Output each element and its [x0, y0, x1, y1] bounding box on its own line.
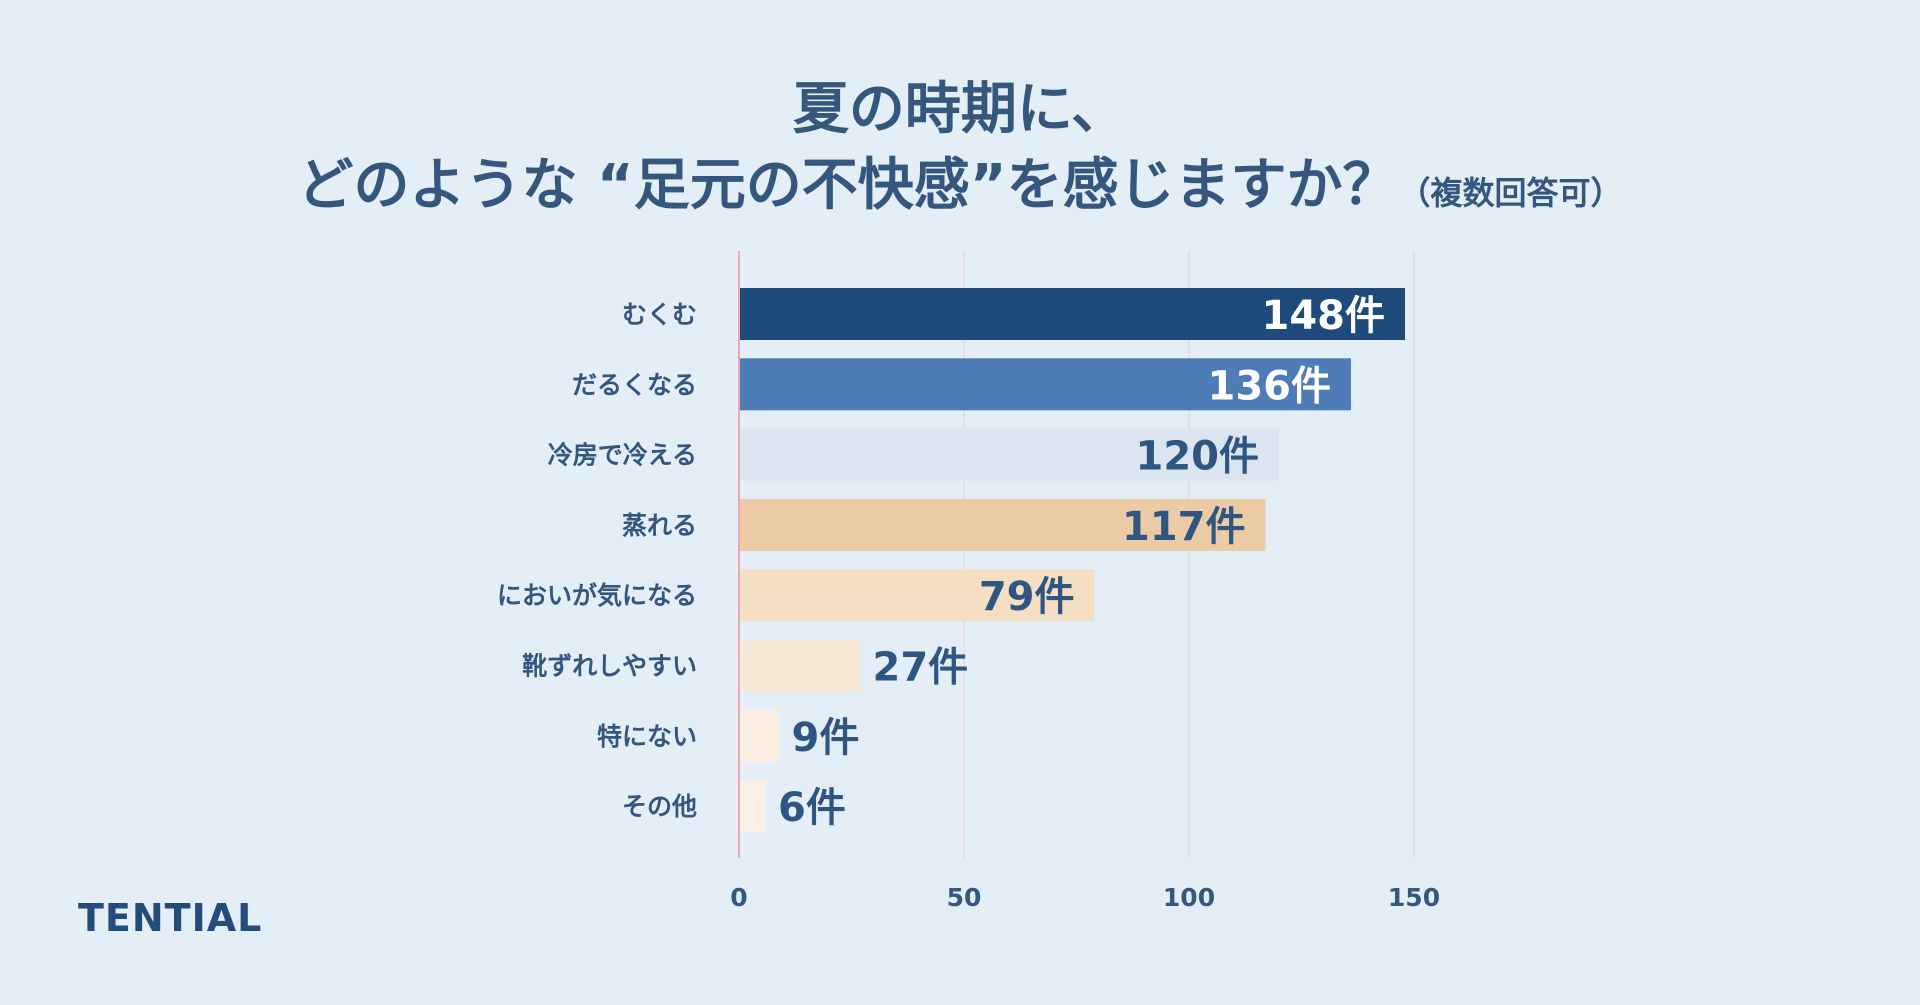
category-label: むくむ	[622, 300, 697, 329]
x-tick-label: 100	[1163, 883, 1215, 912]
title-line-2-main: どのような “足元の不快感”を感じますか？	[297, 153, 1399, 218]
x-tick-label: 0	[730, 883, 747, 912]
data-label: 136件	[1208, 363, 1332, 409]
data-label: 9件	[792, 715, 860, 761]
bar	[739, 780, 766, 833]
title-line-1: 夏の時期に、	[792, 77, 1128, 142]
brand-logo: TENTIAL	[78, 896, 263, 940]
data-label: 27件	[873, 645, 969, 691]
data-label: 79件	[979, 574, 1075, 620]
bar	[739, 358, 1351, 411]
data-label: 6件	[778, 785, 846, 831]
title-suffix: （複数回答可）	[1398, 174, 1623, 212]
category-label: 靴ずれしやすい	[522, 652, 697, 681]
data-label: 117件	[1122, 504, 1246, 550]
bar	[739, 569, 1095, 622]
bar	[739, 428, 1279, 481]
category-label: 特にない	[597, 722, 697, 751]
category-label: 冷房で冷える	[548, 441, 697, 470]
data-label: 148件	[1262, 293, 1386, 339]
category-label: 蒸れる	[622, 511, 697, 540]
category-label: だるくなる	[572, 370, 697, 399]
title-line-2: どのような “足元の不快感”を感じますか？（複数回答可）	[0, 148, 1920, 231]
category-label: その他	[622, 792, 697, 821]
x-tick-label: 150	[1388, 883, 1440, 912]
bar	[739, 498, 1266, 551]
data-label: 120件	[1136, 434, 1260, 480]
bar	[739, 639, 861, 692]
x-tick-label: 50	[947, 883, 982, 912]
category-label: においが気になる	[497, 581, 697, 610]
bar	[739, 709, 780, 762]
chart-title: 夏の時期に、 どのような “足元の不快感”を感じますか？（複数回答可）	[0, 72, 1920, 231]
bar	[739, 288, 1405, 340]
